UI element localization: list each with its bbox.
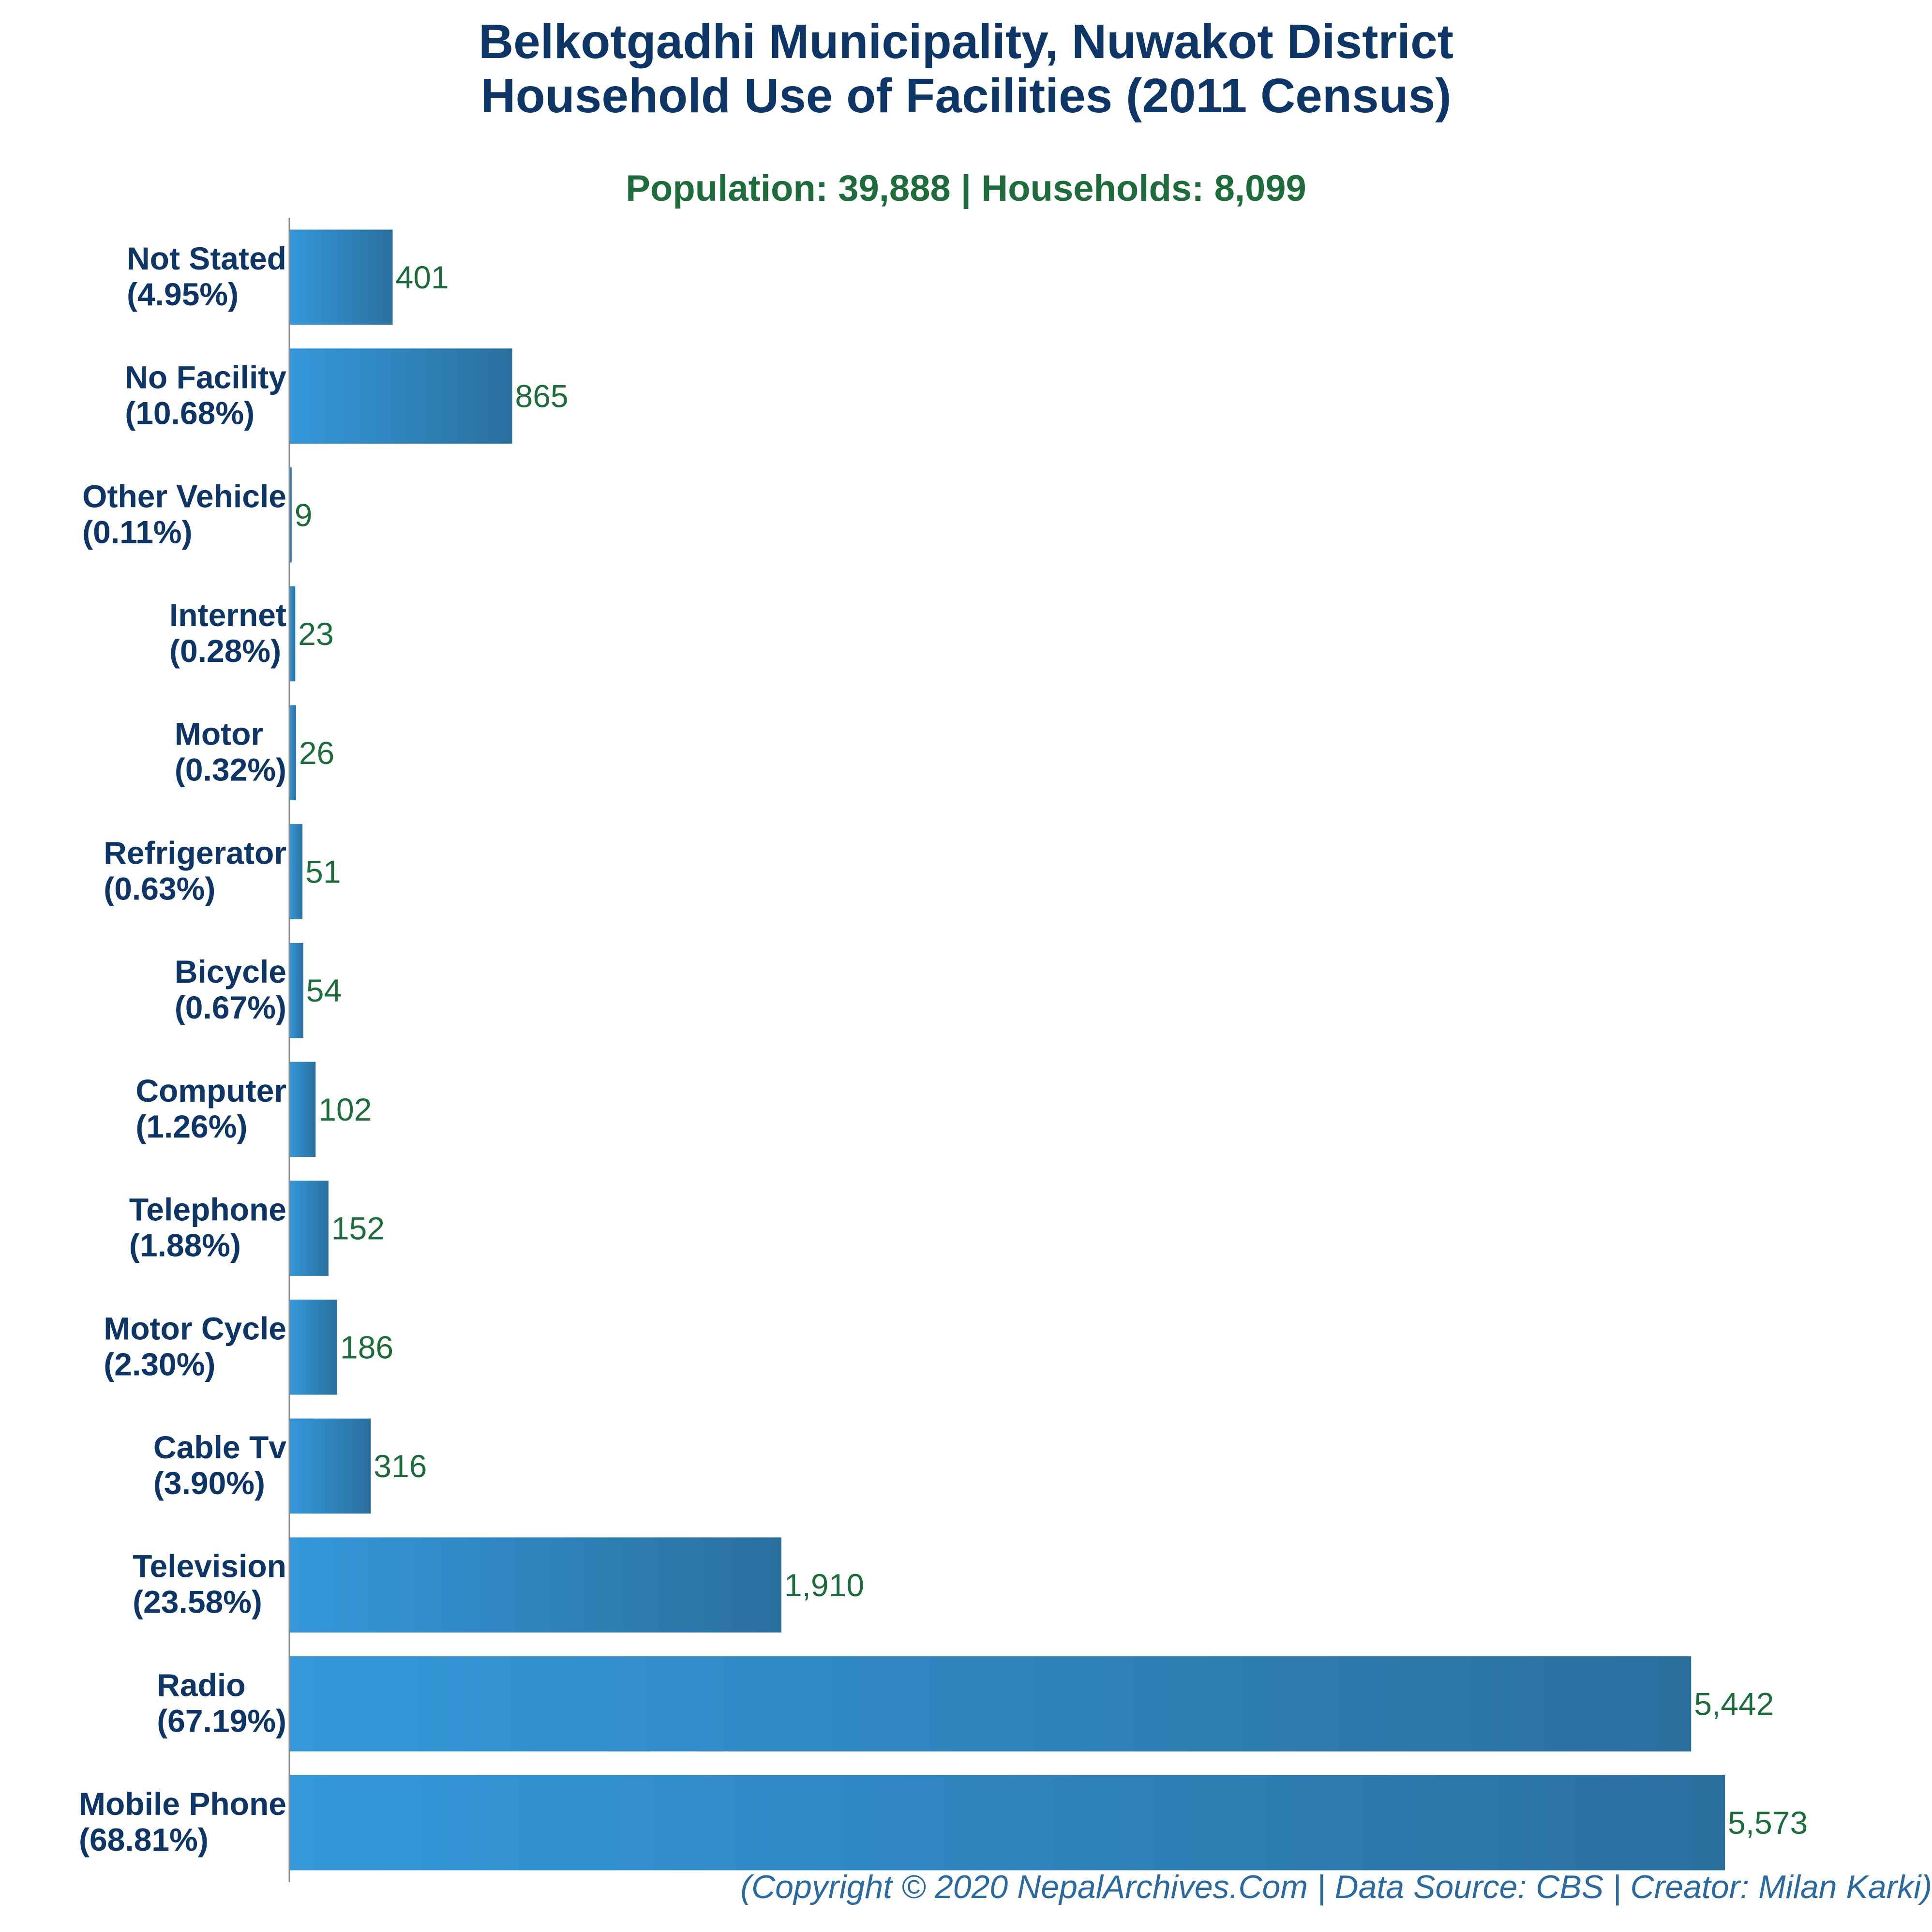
category-label: No Facility <box>125 359 286 395</box>
category-percent-label: (3.90%) <box>153 1465 265 1501</box>
bar-value-label: 152 <box>331 1211 385 1246</box>
bar-group: 152 Telephone(1.88%) <box>129 1181 385 1276</box>
category-label: Radio <box>157 1667 245 1703</box>
category-percent-label: (0.67%) <box>175 989 286 1025</box>
bar-value-label: 316 <box>374 1448 427 1484</box>
category-percent-label: (0.63%) <box>104 870 215 906</box>
bar-value-label: 1,910 <box>784 1567 864 1603</box>
category-label: Television <box>133 1548 286 1584</box>
bar-group: 54 Bicycle(0.67%) <box>175 943 342 1038</box>
bar <box>289 824 303 919</box>
bar-group: 5,442 Radio(67.19%) <box>157 1656 1774 1752</box>
bar-group: 102 Computer(1.26%) <box>135 1062 372 1157</box>
category-label: Motor <box>175 716 263 752</box>
category-label: Bicycle <box>175 954 286 989</box>
category-percent-label: (67.19%) <box>157 1703 286 1738</box>
category-percent-label: (0.11%) <box>82 514 192 550</box>
bar-group: 5,573 Mobile Phone(68.81%) <box>79 1775 1808 1871</box>
category-label: Refrigerator <box>104 835 286 870</box>
bar-value-label: 865 <box>515 378 569 414</box>
chart-title-line2: Household Use of Facilities (2011 Census… <box>480 69 1452 123</box>
bar <box>289 943 303 1038</box>
bar <box>289 1775 1725 1871</box>
bar-group: 865 No Facility(10.68%) <box>125 348 569 444</box>
category-percent-label: (0.28%) <box>169 633 281 669</box>
bar <box>289 1181 329 1276</box>
bar-value-label: 401 <box>395 259 449 295</box>
bar-group: 316 Cable Tv(3.90%) <box>153 1418 427 1514</box>
bar <box>289 348 512 444</box>
bar-group: 1,910 Television(23.58%) <box>133 1537 864 1632</box>
bar-group: 186 Motor Cycle(2.30%) <box>104 1300 393 1395</box>
category-label: Motor Cycle <box>104 1310 286 1346</box>
bar <box>289 1300 338 1395</box>
bar <box>289 1062 316 1157</box>
chart-title: Belkotgadhi Municipality, Nuwakot Distri… <box>0 15 1932 123</box>
category-label: Not Stated <box>127 240 286 276</box>
chart-title-line1: Belkotgadhi Municipality, Nuwakot Distri… <box>478 15 1454 69</box>
bar-group: 51 Refrigerator(0.63%) <box>104 824 341 919</box>
bar-value-label: 51 <box>305 854 341 890</box>
copyright-note: (Copyright © 2020 NepalArchives.Com | Da… <box>740 1869 1932 1905</box>
bar-value-label: 102 <box>318 1092 372 1127</box>
bar-value-label: 186 <box>340 1329 393 1365</box>
bar-value-label: 26 <box>299 735 334 771</box>
chart-subtitle: Population: 39,888 | Households: 8,099 <box>626 168 1306 209</box>
category-label: Internet <box>169 597 286 633</box>
category-label: Cable Tv <box>153 1429 286 1465</box>
category-label: Computer <box>135 1073 286 1108</box>
bar-value-label: 5,573 <box>1728 1805 1808 1841</box>
bar <box>289 586 296 682</box>
category-percent-label: (2.30%) <box>104 1346 215 1382</box>
bar <box>289 467 292 563</box>
bar-value-label: 9 <box>295 497 313 533</box>
bar <box>289 229 393 325</box>
bar <box>289 1537 781 1632</box>
bar-value-label: 5,442 <box>1694 1686 1774 1722</box>
bar <box>289 705 296 800</box>
bar <box>289 1418 371 1514</box>
category-percent-label: (10.68%) <box>125 395 255 431</box>
bars-layer: 401 Not Stated(4.95%) 865 No Facility(10.68… <box>79 229 1808 1871</box>
category-percent-label: (68.81%) <box>79 1822 209 1857</box>
bar-group: 23 Internet(0.28%) <box>169 586 334 682</box>
category-percent-label: (0.32%) <box>175 752 286 788</box>
bar-value-label: 23 <box>298 616 333 652</box>
bar-group: 401 Not Stated(4.95%) <box>127 229 449 325</box>
bar-group: 26 Motor(0.32%) <box>175 705 334 800</box>
category-percent-label: (1.26%) <box>135 1108 247 1144</box>
category-percent-label: (23.58%) <box>133 1584 262 1620</box>
category-label: Mobile Phone <box>79 1786 286 1822</box>
category-percent-label: (1.88%) <box>129 1228 241 1263</box>
category-label: Other Vehicle <box>82 478 286 514</box>
category-label: Telephone <box>129 1192 286 1228</box>
category-percent-label: (4.95%) <box>127 276 239 312</box>
bar <box>289 1656 1692 1752</box>
bar-value-label: 54 <box>306 973 342 1008</box>
